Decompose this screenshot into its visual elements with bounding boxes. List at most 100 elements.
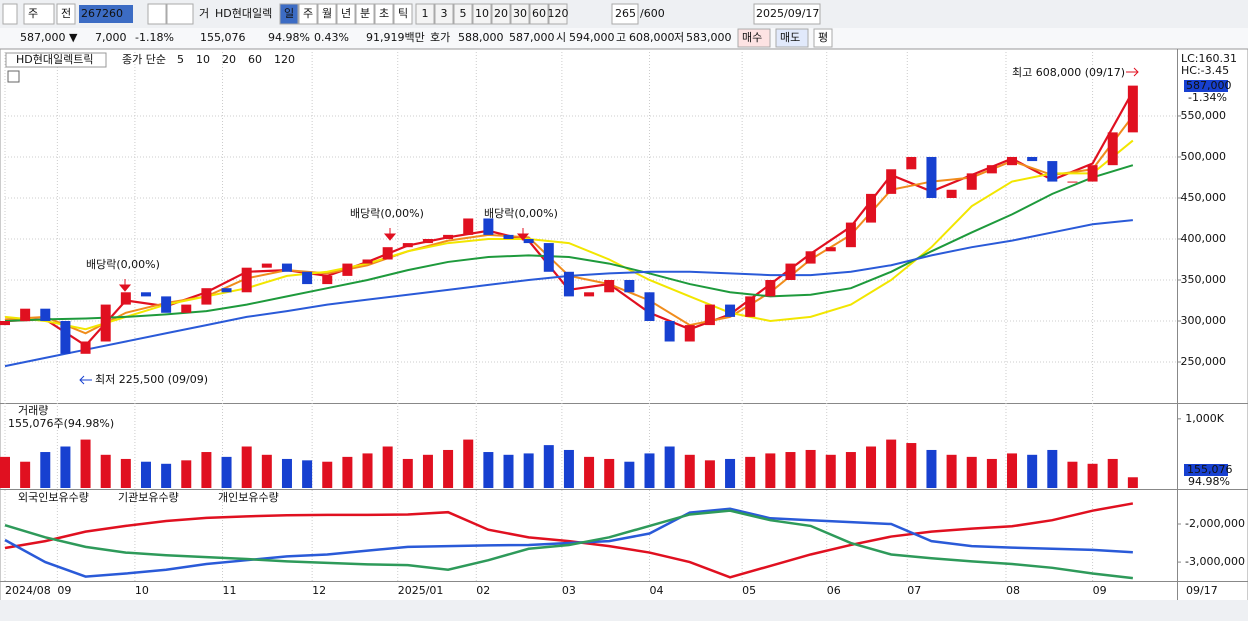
x-tick-label: 10 <box>135 584 149 597</box>
button[interactable]: 거 <box>199 7 209 20</box>
info-value[interactable]: 평 <box>818 31 828 44</box>
button[interactable] <box>548 3 568 25</box>
dropdown[interactable]: 주 <box>28 7 38 20</box>
interval-button[interactable]: 1 <box>422 7 429 20</box>
volume-bar <box>1027 454 1038 488</box>
interval-button[interactable]: 20 <box>494 7 508 20</box>
candle <box>140 292 151 297</box>
chart-area <box>0 48 1248 621</box>
legend-entry: 20 <box>222 53 236 66</box>
change-label: -1.34% <box>1188 91 1227 104</box>
dividend-marker <box>383 228 397 241</box>
candle <box>704 304 715 326</box>
button[interactable] <box>611 3 639 25</box>
code-input[interactable]: 267260 <box>81 7 123 20</box>
period-button[interactable]: 틱 <box>398 7 408 20</box>
volume-bar <box>503 454 514 488</box>
button[interactable] <box>336 3 356 25</box>
volume-bar <box>1047 449 1058 488</box>
volume-bar <box>463 439 474 488</box>
candle <box>563 271 574 297</box>
volume-tag <box>1184 464 1228 476</box>
button[interactable] <box>510 3 530 25</box>
period-button[interactable]: 월 <box>322 7 332 20</box>
volume-bar <box>100 454 111 488</box>
info-value[interactable]: 매수 <box>742 31 762 44</box>
date-input[interactable]: 2025/09/17 <box>756 7 819 20</box>
order-button[interactable] <box>737 28 771 48</box>
volume-bar <box>422 454 433 488</box>
button[interactable] <box>56 3 76 25</box>
volume-bar <box>0 456 10 488</box>
button[interactable] <box>166 3 194 25</box>
period-button[interactable]: 일 <box>284 6 294 20</box>
period-button[interactable]: 년 <box>341 7 351 20</box>
code-input[interactable] <box>79 5 133 23</box>
button[interactable] <box>529 3 549 25</box>
x-tick-label: 11 <box>223 584 237 597</box>
volume-bar <box>402 458 413 488</box>
period-button[interactable]: 주 <box>303 7 313 20</box>
period-button[interactable]: 분 <box>360 7 370 20</box>
candle <box>584 292 595 297</box>
order-button[interactable] <box>775 28 809 48</box>
chart-title: HD현대일렉트릭 <box>16 52 93 66</box>
volume-bar <box>161 463 172 488</box>
candle <box>241 267 252 293</box>
button[interactable] <box>279 3 299 25</box>
candle <box>463 218 474 235</box>
scrollbar[interactable] <box>0 600 1248 621</box>
button[interactable] <box>147 3 167 25</box>
button[interactable] <box>472 3 492 25</box>
interval-button[interactable]: 5 <box>460 7 467 20</box>
icon[interactable] <box>7 70 20 83</box>
interval-button[interactable]: 120 <box>548 7 569 20</box>
info-value: 0.43% <box>314 31 349 44</box>
button[interactable]: 전 <box>61 7 71 20</box>
volume-bar <box>866 446 877 488</box>
button[interactable] <box>317 3 337 25</box>
y-tick-label: 350,000 <box>1181 273 1227 286</box>
volume-bar <box>20 461 31 488</box>
interval-button[interactable]: 10 <box>475 7 489 20</box>
count-input[interactable]: 265 <box>615 7 636 20</box>
button[interactable] <box>23 3 55 25</box>
info-bar <box>0 28 1248 49</box>
x-tick-label: 03 <box>562 584 576 597</box>
order-button[interactable] <box>813 28 833 48</box>
interval-button[interactable]: 60 <box>532 7 546 20</box>
interval-button[interactable]: 3 <box>441 7 448 20</box>
button[interactable] <box>355 3 375 25</box>
volume-tag-label: 155,076 <box>1187 463 1233 476</box>
volume-bar <box>785 452 796 488</box>
volume-bar <box>845 452 856 488</box>
button[interactable] <box>298 3 318 25</box>
button[interactable] <box>491 3 511 25</box>
volume-bar <box>261 454 272 488</box>
volume-bar <box>825 454 836 488</box>
button[interactable] <box>453 3 473 25</box>
legend-entry: 5 <box>177 53 184 66</box>
button[interactable] <box>434 3 454 25</box>
button[interactable] <box>415 3 435 25</box>
volume-bar <box>563 449 574 488</box>
button[interactable] <box>753 3 821 25</box>
button[interactable] <box>393 3 413 25</box>
candle <box>302 271 313 285</box>
candle <box>80 341 91 354</box>
period-button[interactable]: 초 <box>379 7 389 20</box>
candle <box>161 296 172 313</box>
holding-line <box>4 509 1134 580</box>
candle <box>543 243 554 272</box>
button[interactable] <box>2 3 18 25</box>
interval-button[interactable]: 30 <box>513 7 527 20</box>
volume-bar <box>140 461 151 488</box>
volume-bar <box>725 458 736 488</box>
candle <box>825 247 836 252</box>
info-value[interactable]: 매도 <box>780 31 800 44</box>
annotation: 배당락(0,00%) <box>350 207 424 220</box>
volume-bar <box>281 458 292 488</box>
stock-name[interactable]: HD현대일렉 <box>215 6 272 20</box>
button[interactable] <box>374 3 394 25</box>
volume-bar <box>765 453 776 488</box>
